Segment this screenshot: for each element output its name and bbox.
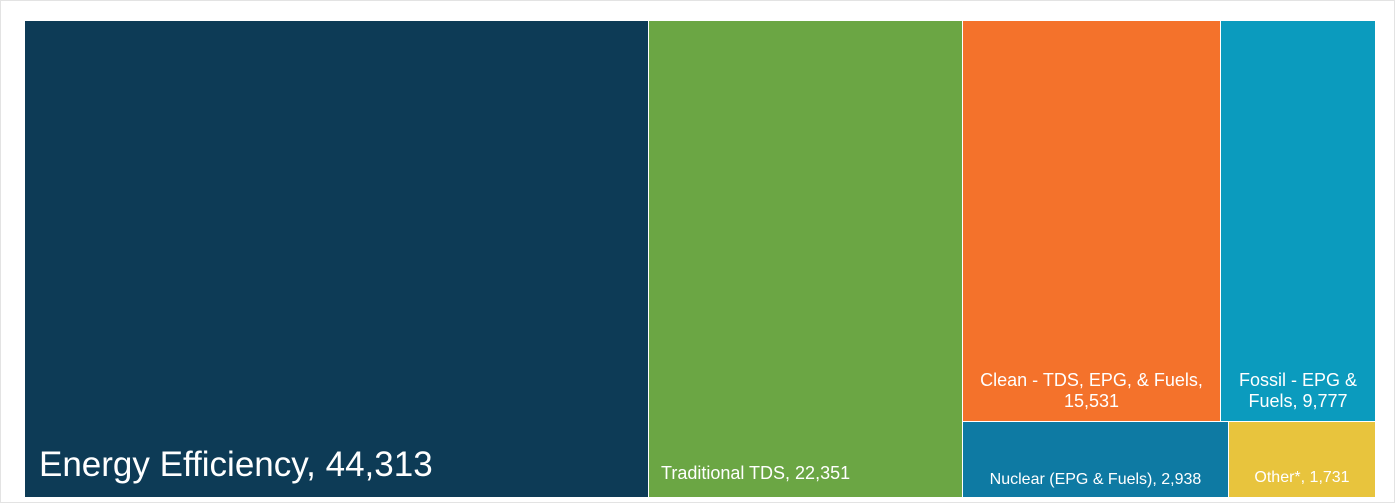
tile-label-other: Other*, 1,731 — [1254, 468, 1350, 486]
tile-label-clean-tds-epg-fuels: Clean - TDS, EPG, & Fuels, 15,531 — [980, 369, 1203, 412]
tile-other: Other*, 1,731 — [1229, 422, 1375, 497]
treemap-chart: Energy Efficiency, 44,313 Traditional TD… — [25, 21, 1375, 497]
tile-traditional-tds: Traditional TDS, 22,351 — [649, 21, 962, 497]
tile-label-nuclear-epg-fuels: Nuclear (EPG & Fuels), 2,938 — [989, 470, 1202, 488]
tile-label-fossil-epg-fuels: Fossil - EPG & Fuels, 9,777 — [1238, 369, 1358, 412]
tile-clean-tds-epg-fuels: Clean - TDS, EPG, & Fuels, 15,531 — [963, 21, 1220, 421]
tile-nuclear-epg-fuels: Nuclear (EPG & Fuels), 2,938 — [963, 422, 1228, 497]
tile-label-energy-efficiency: Energy Efficiency, 44,313 — [39, 445, 433, 484]
tile-energy-efficiency: Energy Efficiency, 44,313 — [25, 21, 648, 497]
tile-fossil-epg-fuels: Fossil - EPG & Fuels, 9,777 — [1221, 21, 1375, 421]
tile-label-traditional-tds: Traditional TDS, 22,351 — [661, 463, 851, 484]
